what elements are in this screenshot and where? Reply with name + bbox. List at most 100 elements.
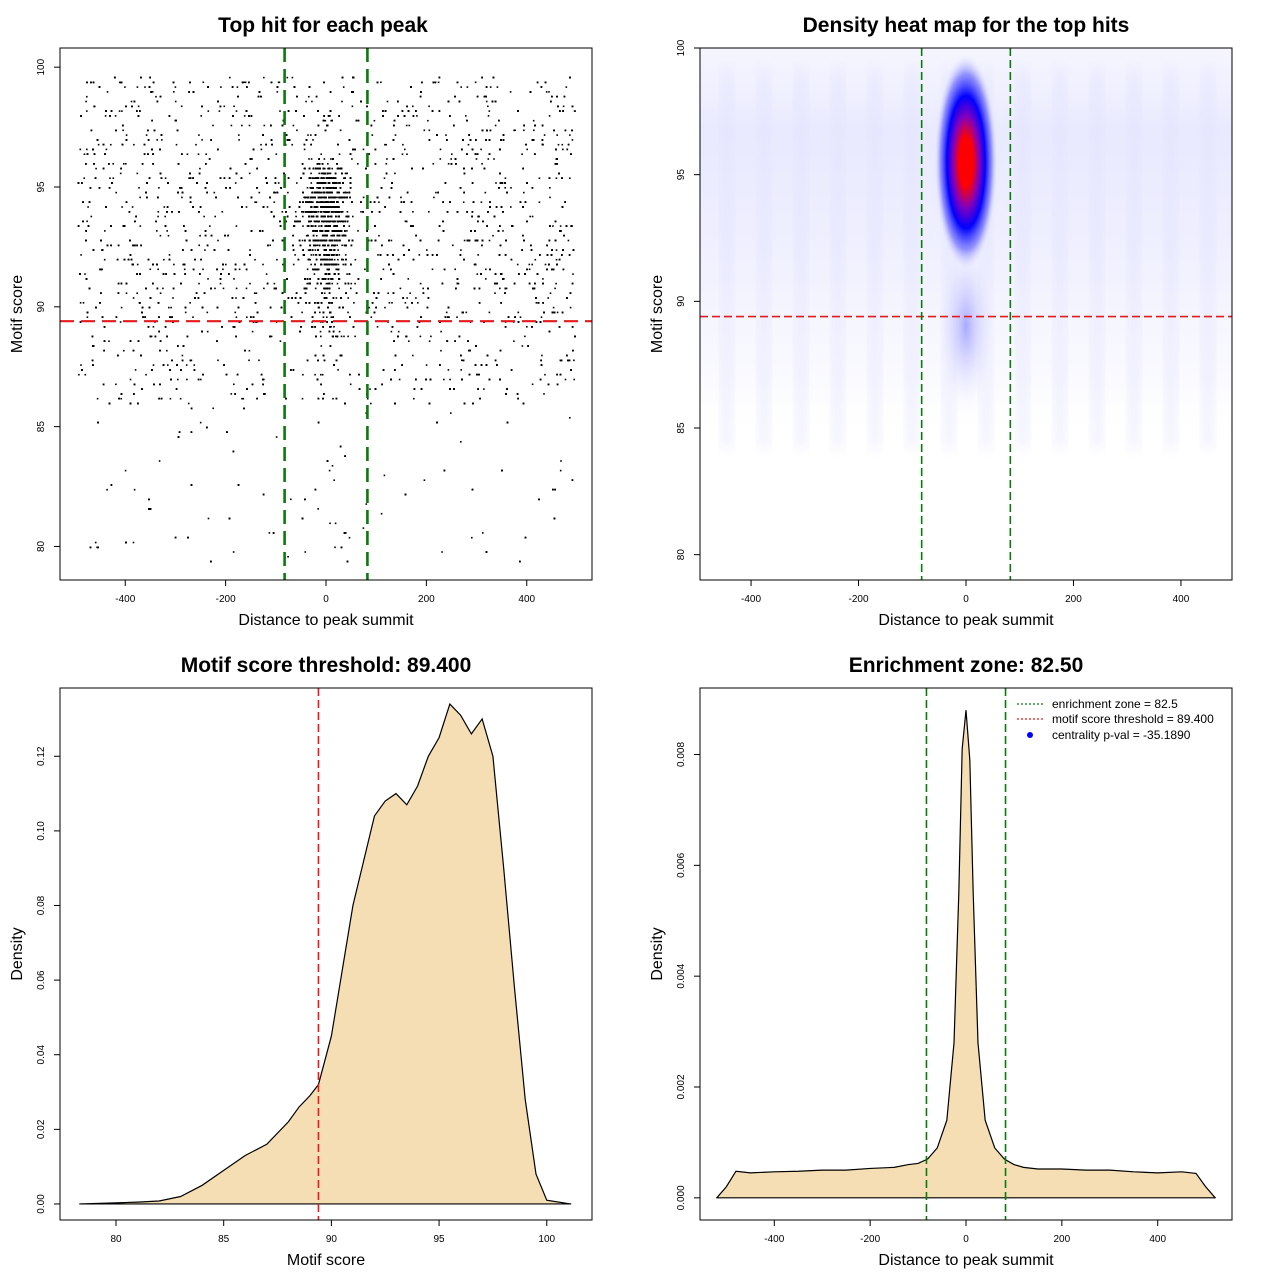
scatter-point xyxy=(561,143,564,146)
scatter-point xyxy=(212,124,214,127)
scatter-point xyxy=(428,211,430,213)
scatter-point xyxy=(521,345,524,347)
scatter-point xyxy=(96,546,98,549)
scatter-point xyxy=(338,220,341,223)
scatter-point xyxy=(387,292,389,294)
scatter-point xyxy=(96,397,99,400)
scatter-point xyxy=(291,143,293,146)
scatter-point xyxy=(370,316,373,318)
scatter-point xyxy=(560,460,562,462)
scatter-point xyxy=(158,460,161,462)
scatter-point xyxy=(544,263,547,266)
scatter-point xyxy=(233,278,235,280)
scatter-point xyxy=(549,187,551,189)
scatter-point xyxy=(161,139,163,141)
scatter-point xyxy=(485,268,487,271)
scatter-point xyxy=(80,364,82,366)
scatter-point xyxy=(316,187,318,189)
scatter-point xyxy=(496,86,499,88)
scatter-point xyxy=(188,177,190,179)
scatter-point xyxy=(463,239,466,242)
scatter-point xyxy=(314,287,317,290)
scatter-point xyxy=(505,287,508,290)
scatter-point xyxy=(394,172,396,175)
scatter-point xyxy=(526,326,528,328)
scatter-point xyxy=(555,258,558,261)
scatter-point xyxy=(269,244,271,247)
scatter-point xyxy=(504,187,506,189)
scatter-point xyxy=(310,220,312,223)
scatter-point xyxy=(502,230,504,232)
scatter-point xyxy=(314,249,317,251)
scatter-point xyxy=(275,436,278,438)
scatter-point xyxy=(325,282,328,285)
scatter-point xyxy=(573,110,576,112)
scatter-point xyxy=(83,177,85,179)
scatter-point xyxy=(225,263,227,266)
scatter-point xyxy=(362,527,365,529)
scatter-point xyxy=(273,201,276,203)
scatter-point xyxy=(322,239,325,242)
scatter-point xyxy=(567,239,570,242)
scatter-point xyxy=(320,373,322,376)
scatter-point xyxy=(296,129,298,132)
scatter-point xyxy=(217,239,219,242)
scatter-point xyxy=(380,81,382,84)
scatter-point xyxy=(509,91,512,93)
scatter-point xyxy=(397,330,400,333)
scatter-point xyxy=(179,397,182,400)
scatter-point xyxy=(317,191,320,194)
scatter-point xyxy=(465,115,467,117)
scatter-point xyxy=(466,86,469,88)
scatter-point xyxy=(195,143,197,146)
scatter-point xyxy=(95,167,97,170)
scatter-point xyxy=(460,369,462,371)
scatter-point xyxy=(484,191,487,194)
scatter-point xyxy=(182,263,184,266)
scatter-point xyxy=(556,134,558,136)
scatter-point xyxy=(94,541,97,544)
scatter-point xyxy=(245,206,248,208)
scatter-point xyxy=(222,287,225,290)
scatter-point xyxy=(346,211,349,213)
scatter-point xyxy=(386,100,389,103)
scatter-point xyxy=(328,172,331,175)
scatter-point xyxy=(202,268,204,271)
scatter-point xyxy=(439,158,442,160)
scatter-point xyxy=(112,163,114,165)
scatter-point xyxy=(342,258,345,261)
scatter-point xyxy=(266,206,269,208)
scatter-point xyxy=(540,316,543,318)
scatter-point xyxy=(121,206,123,208)
scatter-point xyxy=(417,302,419,304)
scatter-point xyxy=(169,397,172,400)
scatter-point xyxy=(292,124,295,127)
scatter-point xyxy=(435,191,437,194)
scatter-point xyxy=(532,119,535,122)
scatter-point xyxy=(370,402,372,405)
scatter-point xyxy=(251,330,254,333)
scatter-point xyxy=(291,76,294,79)
scatter-point xyxy=(150,335,153,338)
scatter-point xyxy=(163,206,166,208)
scatter-point xyxy=(569,306,572,309)
scatter-point xyxy=(235,225,238,227)
scatter-point xyxy=(317,508,319,510)
scatter-point xyxy=(212,407,214,410)
scatter-point xyxy=(494,124,497,127)
scatter-point xyxy=(185,364,188,366)
scatter-point xyxy=(321,373,324,376)
scatter-point xyxy=(549,292,552,294)
scatter-point xyxy=(296,182,298,184)
scatter-point xyxy=(510,206,512,208)
scatter-point xyxy=(138,187,140,189)
scatter-point xyxy=(531,215,534,218)
scatter-point xyxy=(292,263,295,266)
scatter-point xyxy=(321,172,323,175)
scatter-point xyxy=(322,316,325,318)
scatter-point xyxy=(330,119,332,122)
scatter-point xyxy=(419,282,422,285)
scatter-point xyxy=(104,115,107,117)
scatter-point xyxy=(485,100,488,103)
